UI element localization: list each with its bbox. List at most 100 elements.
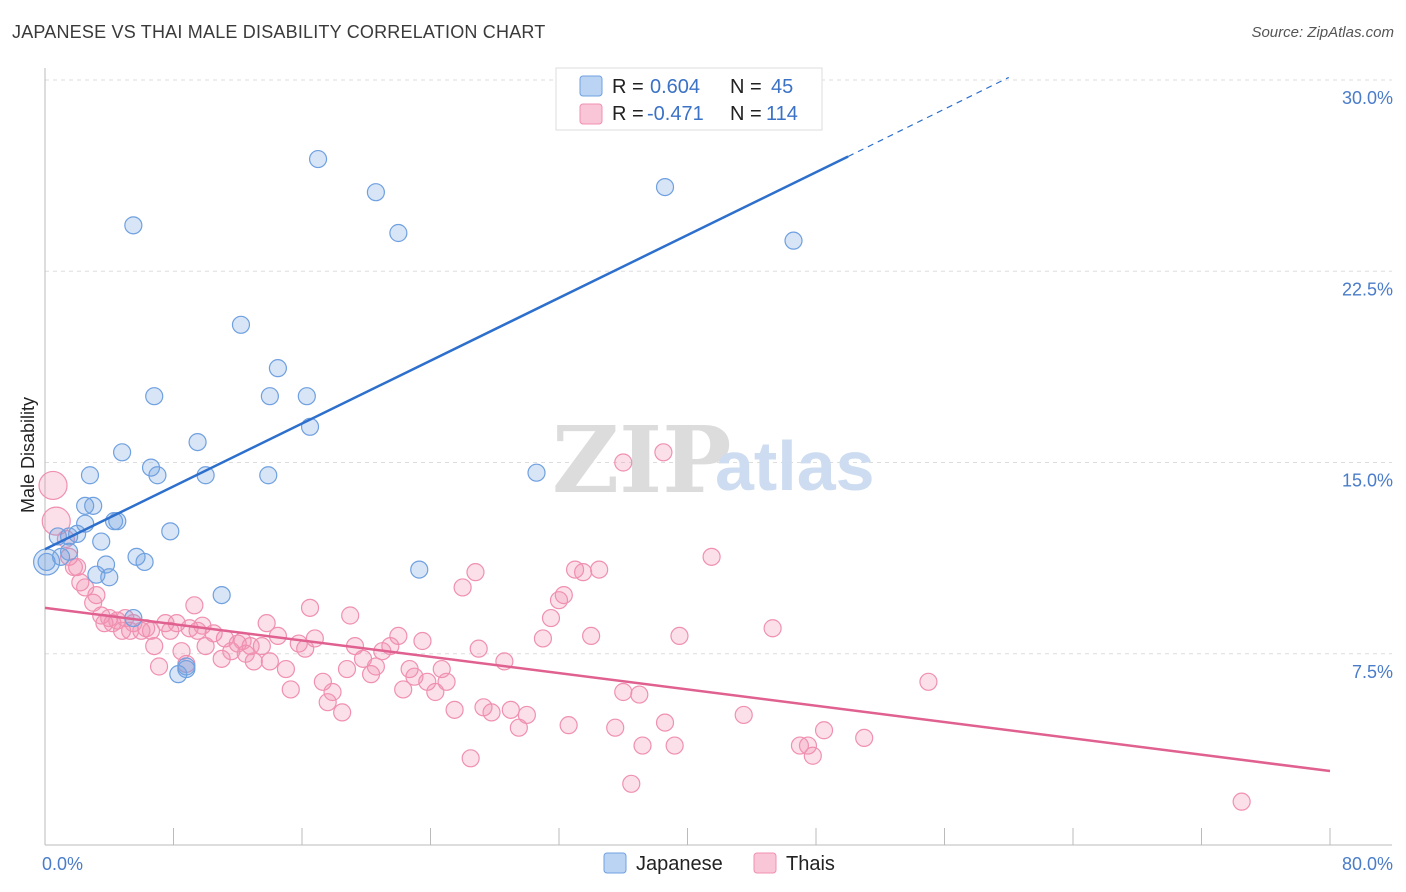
point-thais — [734, 705, 753, 725]
point-thais — [582, 626, 601, 646]
point-thais — [323, 682, 342, 702]
point-japanese — [259, 466, 278, 485]
point-thais — [366, 657, 385, 676]
point-japanese — [784, 231, 803, 250]
trend-line-japanese — [44, 155, 849, 551]
point-thais — [803, 746, 822, 765]
point-thais — [276, 659, 296, 679]
point-japanese — [59, 542, 79, 561]
point-japanese — [389, 223, 408, 243]
legend-r-value-thais: -0.471 — [647, 103, 704, 125]
legend-n-label-thais: N = — [730, 103, 762, 125]
point-thais — [855, 728, 874, 748]
point-thais — [763, 619, 782, 638]
point-thais — [337, 659, 357, 679]
point-thais — [630, 685, 649, 704]
point-japanese — [92, 532, 111, 551]
point-japanese — [124, 216, 143, 235]
legend-n-value-thais: 114 — [766, 103, 798, 125]
point-thais — [541, 608, 561, 628]
point-japanese — [100, 568, 119, 587]
x-tick-label: 80.0% — [1342, 854, 1393, 874]
point-thais — [573, 563, 593, 582]
bottom-legend: Japanese Thais — [603, 852, 835, 875]
point-thais — [919, 672, 938, 691]
point-japanese — [145, 387, 164, 406]
point-thais — [461, 749, 480, 768]
point-thais — [633, 736, 652, 755]
legend-r-label-japanese: R = — [612, 76, 644, 98]
point-thais — [149, 657, 169, 676]
point-thais — [798, 736, 818, 755]
point-japanese — [161, 522, 180, 541]
point-thais — [252, 636, 271, 656]
point-thais — [318, 693, 337, 712]
point-japanese — [148, 466, 167, 485]
point-thais — [413, 631, 432, 651]
point-thais — [453, 578, 472, 597]
y-axis-title: Male Disability — [18, 397, 38, 513]
point-japanese — [260, 387, 279, 406]
point-japanese — [188, 433, 207, 452]
y-tick-label: 7.5% — [1352, 662, 1393, 682]
point-thais — [38, 470, 68, 501]
point-thais — [517, 705, 536, 725]
point-japanese — [268, 359, 288, 378]
point-thais — [501, 700, 520, 719]
point-thais — [665, 736, 684, 755]
point-thais — [559, 716, 578, 735]
point-thais — [260, 652, 279, 671]
watermark-atlas: atlas — [715, 427, 875, 505]
axes — [44, 68, 1392, 846]
legend-n-label-japanese: N = — [730, 76, 762, 98]
point-thais — [614, 682, 633, 702]
legend-n-value-japanese: 45 — [771, 76, 793, 98]
trend-line-thais — [44, 606, 1331, 773]
point-thais — [614, 453, 633, 472]
legend-r-value-japanese: 0.604 — [650, 76, 700, 98]
point-thais — [305, 629, 324, 648]
point-japanese — [135, 552, 154, 572]
point-thais — [466, 563, 485, 582]
legend-swatch-thais — [579, 103, 603, 125]
y-tick-label: 22.5% — [1342, 279, 1393, 299]
bottom-legend-swatch-japanese — [603, 852, 627, 874]
point-thais — [814, 721, 834, 740]
point-thais — [554, 585, 573, 605]
point-thais — [87, 585, 106, 605]
chart-title: JAPANESE VS THAI MALE DISABILITY CORRELA… — [12, 22, 546, 42]
y-tick-label: 15.0% — [1342, 471, 1393, 491]
bottom-legend-thais: Thais — [786, 853, 835, 875]
point-thais — [212, 649, 231, 668]
y-tick-label: 30.0% — [1342, 88, 1393, 108]
point-thais — [389, 626, 408, 646]
point-thais — [469, 639, 488, 658]
point-japanese — [297, 387, 316, 406]
legend: R = 0.604 N = 45 R = -0.471 N = 114 — [555, 67, 823, 131]
legend-r-label-thais: R = — [612, 103, 644, 125]
point-japanese — [366, 183, 385, 202]
point-thais — [445, 700, 464, 719]
point-japanese — [177, 659, 196, 679]
point-thais — [257, 614, 276, 633]
point-thais — [606, 718, 625, 737]
point-japanese — [37, 552, 56, 572]
bottom-legend-swatch-thais — [753, 852, 777, 874]
point-thais — [426, 682, 445, 702]
point-thais — [654, 443, 673, 462]
point-thais — [394, 680, 413, 699]
point-thais — [590, 560, 609, 579]
point-thais — [622, 774, 641, 793]
point-thais — [1232, 792, 1251, 811]
point-thais — [281, 680, 300, 699]
tick-labels: 7.5% 15.0% 22.5% 30.0% 0.0% 80.0% — [42, 88, 1393, 874]
point-japanese — [84, 496, 103, 515]
point-thais — [185, 596, 204, 615]
point-thais — [68, 557, 87, 577]
chart-source: Source: ZipAtlas.com — [1251, 24, 1394, 41]
point-thais — [533, 629, 553, 648]
bottom-legend-japanese: Japanese — [636, 853, 723, 875]
point-thais — [702, 547, 721, 566]
point-thais — [71, 573, 90, 592]
